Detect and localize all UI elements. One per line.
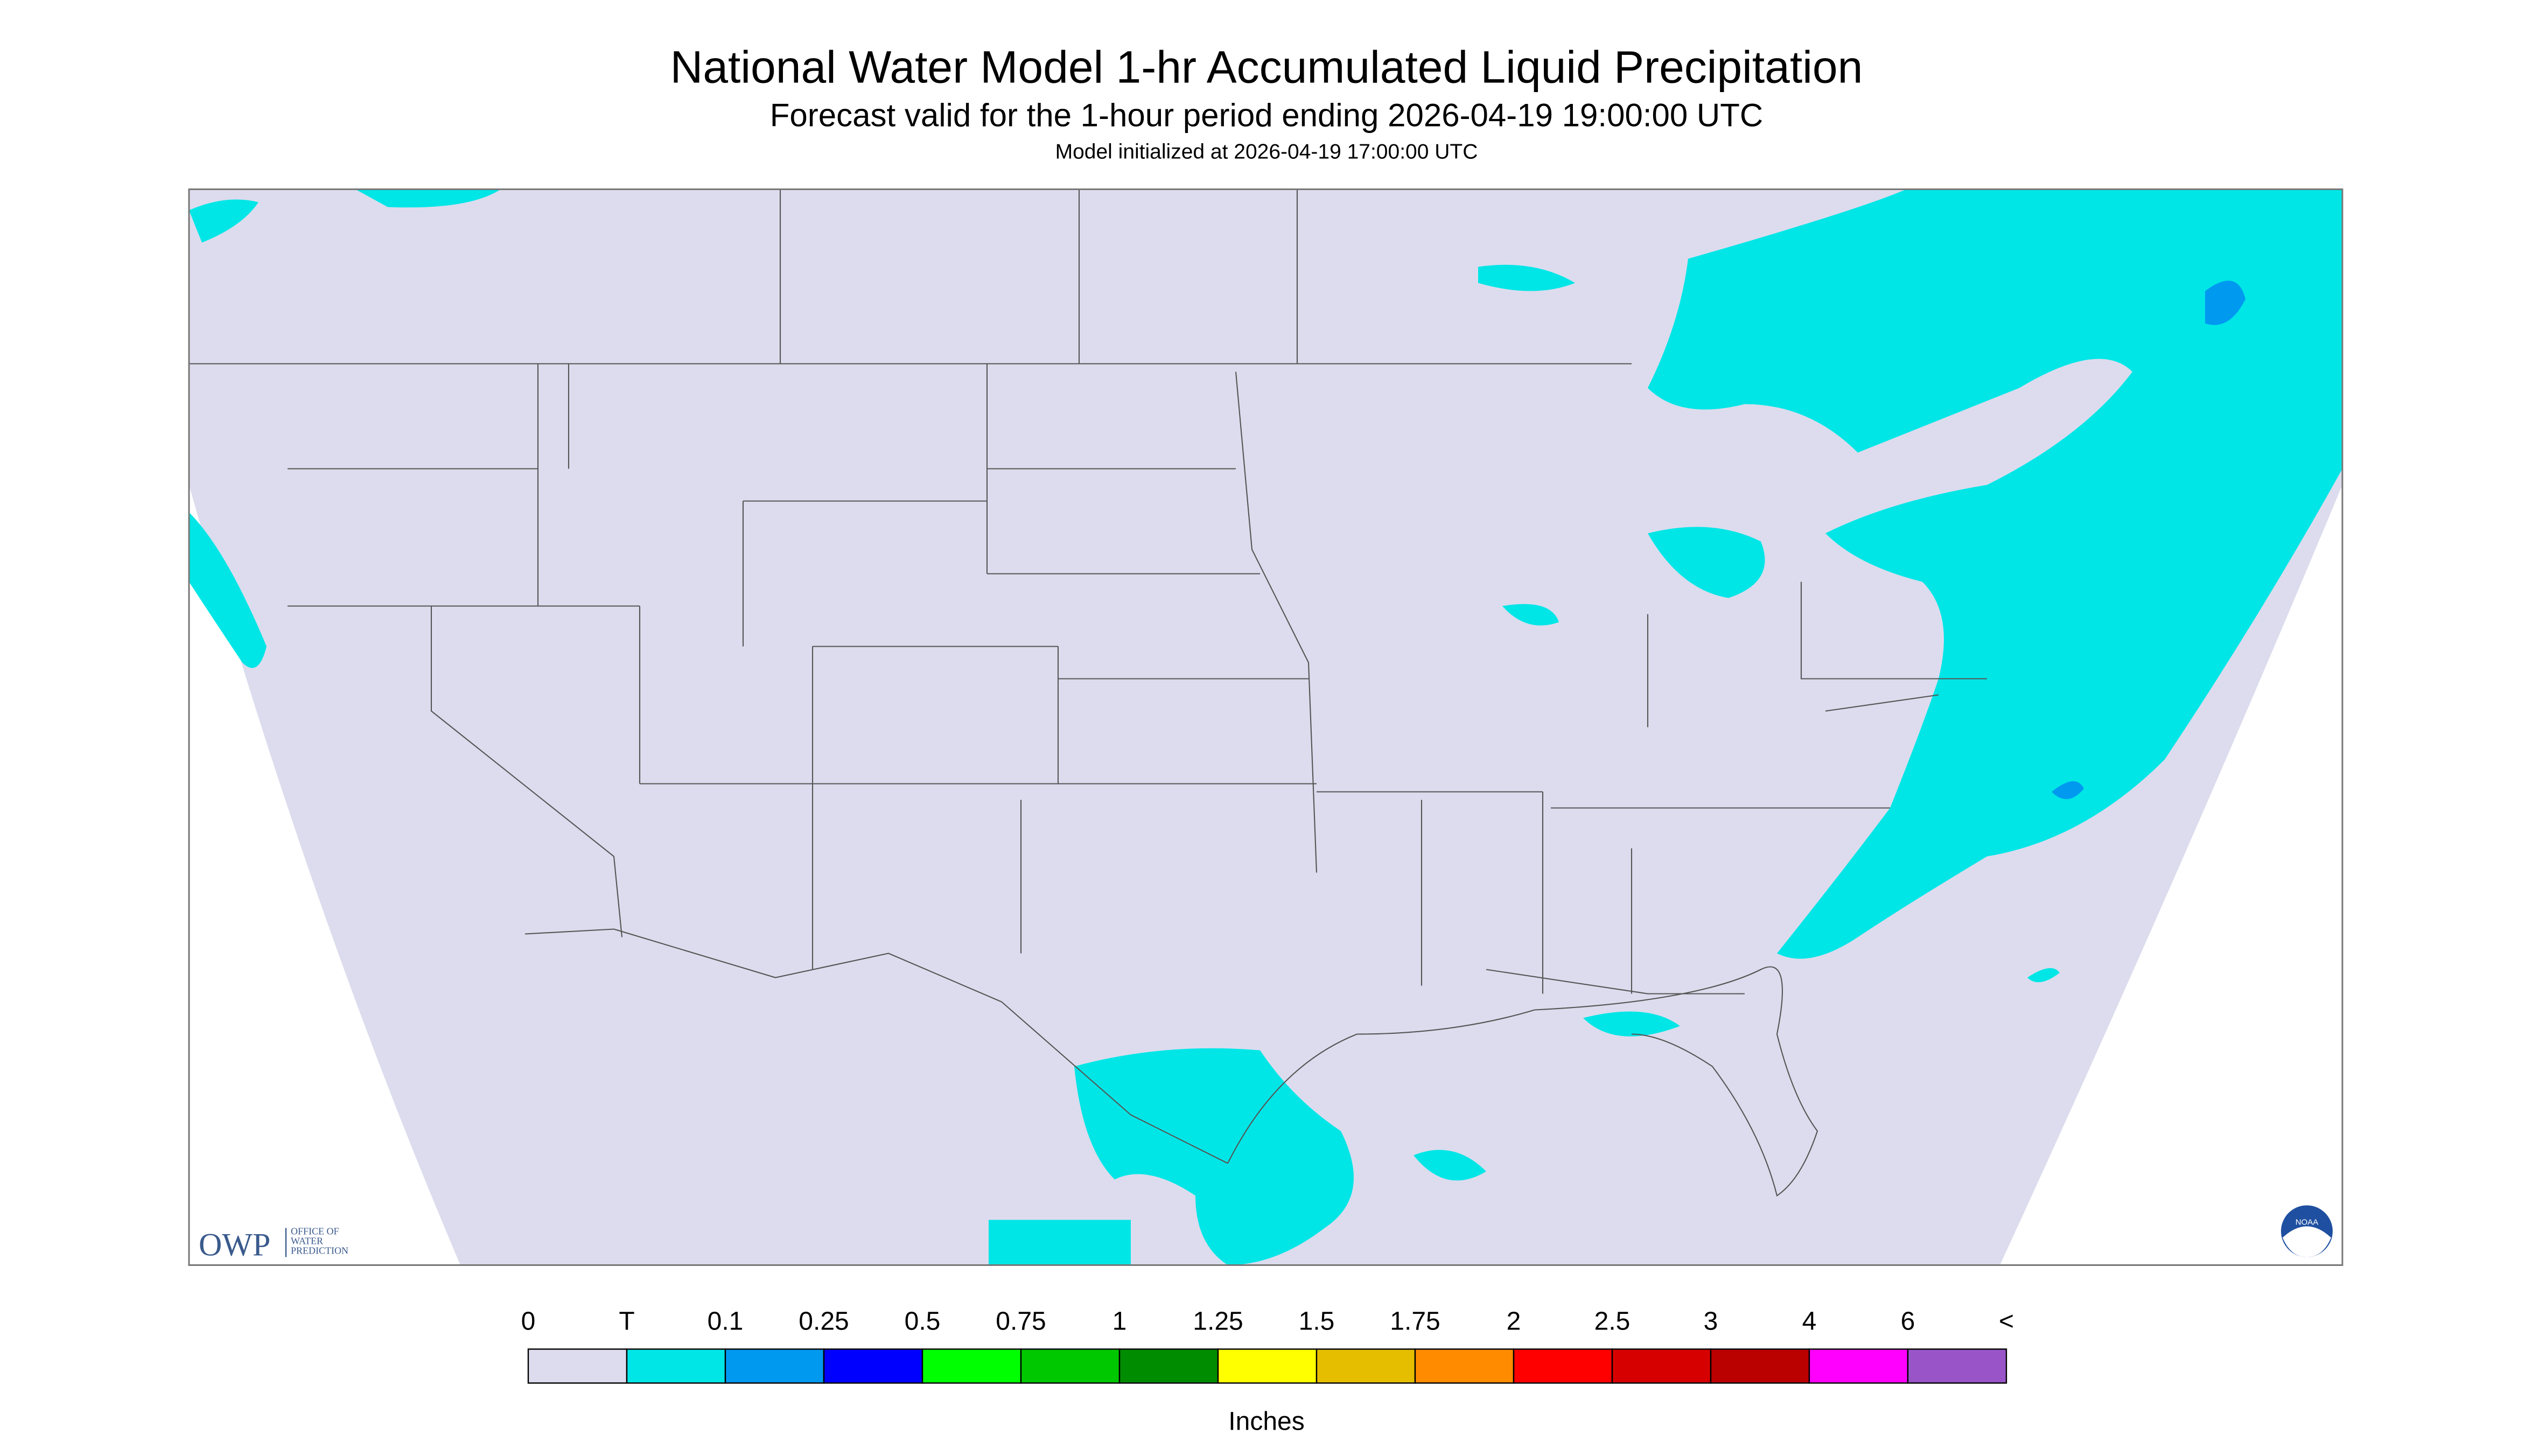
colorbar-label: T — [619, 1307, 634, 1336]
boundaries — [189, 189, 1987, 1197]
map-frame — [188, 188, 2343, 1266]
colorbar-swatch — [1611, 1348, 1712, 1384]
map: OWP OFFICE OF WATER PREDICTION NOAA — [188, 188, 2343, 1266]
owp-logo-text: PREDICTION — [291, 1245, 348, 1256]
colorbar-label: 0 — [521, 1307, 536, 1336]
domain — [189, 189, 2342, 1265]
colorbar-swatch — [1513, 1348, 1613, 1384]
colorbar-unit: Inches — [1228, 1408, 1304, 1436]
colorbar-swatch — [724, 1348, 825, 1384]
colorbar: 0 T 0.1 0.25 0.5 0.75 1 1.25 1.5 1.75 2 2.5 3 4 6 < — [521, 1307, 2014, 1384]
colorbar-label: 4 — [1802, 1307, 1817, 1336]
colorbar-swatch — [1217, 1348, 1318, 1384]
noaa-logo-wave — [2283, 1226, 2331, 1257]
colorbar-swatch — [1020, 1348, 1121, 1384]
owp-logo: OWP — [199, 1227, 270, 1263]
colorbar-label: 2.5 — [1594, 1307, 1631, 1336]
colorbar-swatch — [1907, 1348, 2007, 1384]
title: National Water Model 1-hr Accumulated Li… — [670, 42, 1863, 93]
precip-areas — [189, 189, 2342, 1265]
owp-logo-text: OFFICE OF — [291, 1226, 339, 1237]
colorbar-swatch — [823, 1348, 923, 1384]
colorbar-swatch — [527, 1348, 628, 1384]
colorbar-swatch — [1316, 1348, 1416, 1384]
subtitle: Forecast valid for the 1-hour period end… — [770, 97, 1763, 134]
colorbar-label: 1.75 — [1390, 1307, 1440, 1336]
colorbar-swatch — [921, 1348, 1022, 1384]
colorbar-label: 0.25 — [799, 1307, 849, 1336]
colorbar-label: 0.1 — [708, 1307, 744, 1336]
colorbar-swatch — [1414, 1348, 1515, 1384]
colorbar-label: 1.5 — [1299, 1307, 1335, 1336]
colorbar-swatch — [1118, 1348, 1219, 1384]
colorbar-swatch — [626, 1348, 726, 1384]
init-time: Model initialized at 2026-04-19 17:00:00… — [1055, 141, 1478, 164]
colorbar-label: 0.75 — [996, 1307, 1046, 1336]
owp-logo-text: WATER — [291, 1236, 323, 1247]
colorbar-label: 1 — [1112, 1307, 1127, 1336]
colorbar-label: 2 — [1507, 1307, 1521, 1336]
colorbar-label: 3 — [1704, 1307, 1718, 1336]
colorbar-label: < — [1999, 1307, 2014, 1336]
colorbar-swatch — [1710, 1348, 1810, 1384]
colorbar-label: 1.25 — [1193, 1307, 1243, 1336]
colorbar-label: 0.5 — [905, 1307, 941, 1336]
noaa-logo-text: NOAA — [2296, 1218, 2319, 1227]
colorbar-swatch — [1808, 1348, 1909, 1384]
colorbar-label: 6 — [1901, 1307, 1915, 1336]
